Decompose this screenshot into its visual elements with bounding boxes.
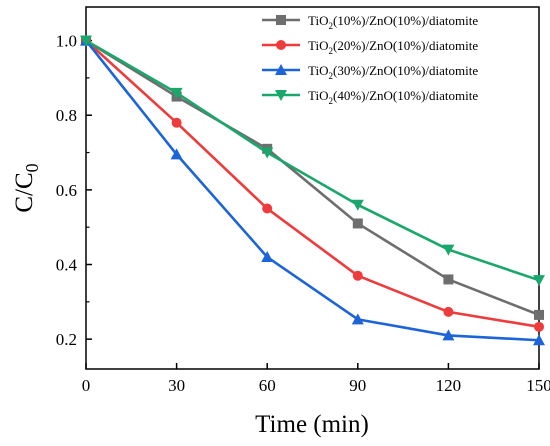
legend-label: TiO2(30%)/ZnO(10%)/diatomite — [308, 63, 478, 81]
legend-marker — [275, 90, 287, 101]
y-tick-label: 0.2 — [56, 330, 77, 349]
data-point — [533, 334, 545, 346]
y-axis-title-main: C/C — [11, 172, 38, 212]
y-axis-title: C/C0 — [11, 163, 42, 212]
x-tick-label: 0 — [82, 376, 91, 395]
data-point — [352, 270, 363, 281]
y-tick-label: 0.6 — [56, 181, 77, 200]
series-layer — [80, 34, 545, 346]
legend-entry: TiO2(30%)/ZnO(10%)/diatomite — [262, 63, 478, 81]
data-point — [534, 309, 544, 320]
legend-marker — [276, 15, 286, 25]
legend-entry: TiO2(10%)/ZnO(10%)/diatomite — [262, 13, 478, 31]
y-axis-title-subscript: 0 — [22, 163, 42, 172]
data-point — [262, 203, 273, 214]
legend-entry: TiO2(20%)/ZnO(10%)/diatomite — [262, 38, 478, 56]
data-point — [80, 35, 92, 47]
x-axis-title: Time (min) — [255, 411, 369, 438]
legend-marker — [275, 64, 287, 75]
data-point — [170, 87, 183, 99]
data-point — [352, 218, 363, 229]
legend-entry: TiO2(40%)/ZnO(10%)/diatomite — [262, 88, 478, 106]
legend-marker — [276, 40, 286, 50]
series-4 — [80, 35, 545, 287]
plot-frame — [85, 6, 540, 370]
y-tick-label: 0.4 — [56, 256, 78, 275]
data-point — [442, 244, 455, 256]
data-point — [261, 251, 274, 263]
x-axis-ticks: 0 30 60 90 120 150 — [82, 363, 550, 395]
data-point — [443, 306, 454, 317]
data-point — [442, 329, 455, 341]
data-point — [351, 313, 364, 325]
x-tick-label: 60 — [259, 376, 276, 395]
data-point — [533, 275, 545, 287]
data-point — [443, 274, 454, 285]
legend-label: TiO2(10%)/ZnO(10%)/diatomite — [308, 13, 478, 31]
data-point — [261, 147, 274, 159]
legend-label: TiO2(20%)/ZnO(10%)/diatomite — [308, 38, 478, 56]
series-line — [85, 39, 540, 317]
x-tick-label: 120 — [436, 376, 462, 395]
legend: TiO2(10%)/ZnO(10%)/diatomite TiO2(20%)/Zn… — [262, 13, 478, 106]
y-tick-label: 1.0 — [56, 32, 77, 51]
x-tick-label: 30 — [168, 376, 185, 395]
x-tick-label: 90 — [349, 376, 366, 395]
data-point — [170, 148, 183, 160]
data-point — [171, 117, 182, 128]
x-tick-label: 150 — [526, 376, 550, 395]
series-line — [85, 39, 540, 329]
series-3 — [80, 34, 545, 346]
series-line — [84, 39, 540, 342]
legend-label: TiO2(40%)/ZnO(10%)/diatomite — [308, 88, 478, 106]
series-line — [85, 39, 540, 282]
data-point — [351, 199, 364, 211]
y-tick-label: 0.8 — [56, 106, 77, 125]
data-point — [534, 321, 544, 332]
